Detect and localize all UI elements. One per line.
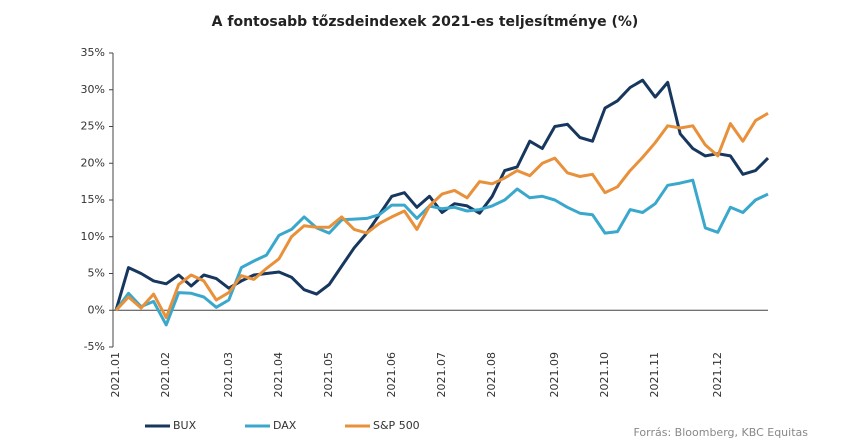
legend-label: S&P 500 [373,419,420,432]
y-tick-label: 35% [81,46,105,59]
legend-label: DAX [273,419,297,432]
y-tick-label: 25% [81,120,105,133]
x-tick-label: 2021.02 [159,352,172,398]
legend-label: BUX [173,419,197,432]
x-tick-label: 2021.04 [272,352,285,398]
x-tick-label: 2021.10 [598,352,611,398]
x-tick-label: 2021.12 [711,352,724,398]
x-tick-label: 2021.11 [648,352,661,398]
y-tick-label: 10% [81,230,105,243]
y-tick-label: 5% [88,267,105,280]
x-tick-label: 2021.08 [485,352,498,398]
y-tick-label: 20% [81,156,105,169]
x-tick-label: 2021.01 [109,352,122,398]
line-series [114,178,769,327]
x-tick-label: 2021.06 [385,352,398,398]
x-tick-label: 2021.05 [322,352,335,398]
x-tick-label: 2021.03 [222,352,235,398]
x-tick-label: 2021.09 [548,352,561,398]
y-tick-label: 0% [88,303,105,316]
y-tick-label: -5% [84,340,105,353]
line-series [114,78,770,311]
chart-title: A fontosabb tőzsdeindexek 2021-es teljes… [212,14,639,30]
x-tick-label: 2021.07 [435,352,448,398]
source-note: Forrás: Bloomberg, KBC Equitas [633,426,808,439]
y-tick-label: 30% [81,83,105,96]
line-series [114,112,769,320]
y-tick-label: 15% [81,193,105,206]
